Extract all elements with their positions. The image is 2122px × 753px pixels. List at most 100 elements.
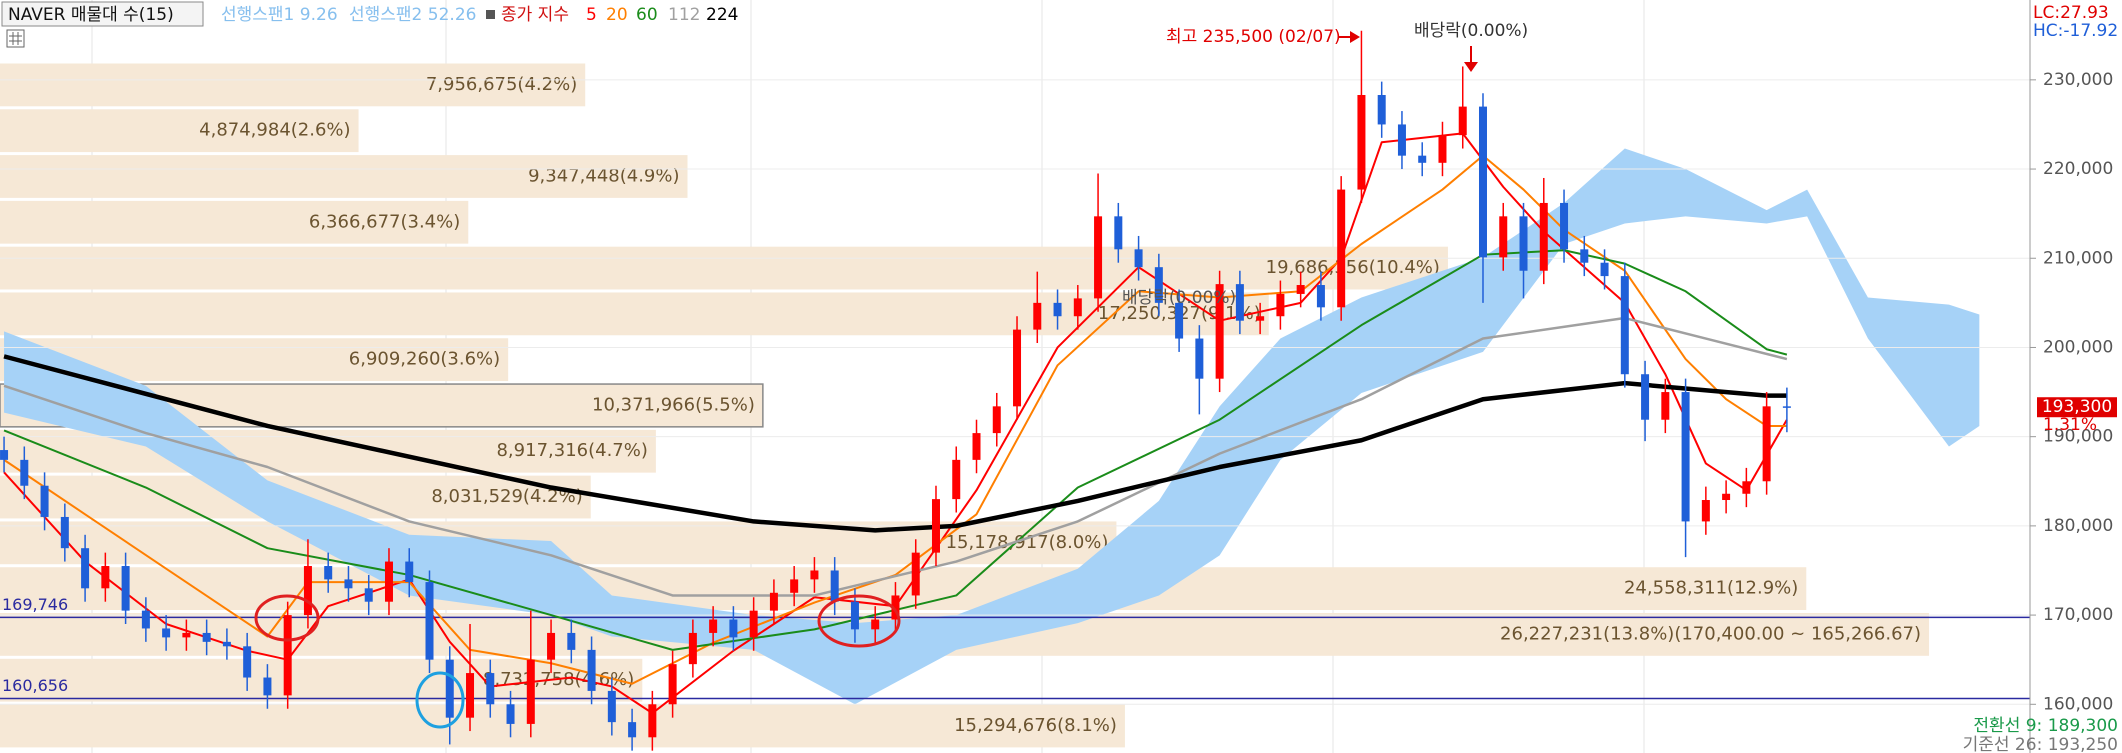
candle-body xyxy=(1499,216,1508,258)
candle-body xyxy=(891,595,900,620)
candle-body xyxy=(1742,481,1751,494)
candle-body xyxy=(1073,298,1082,317)
highlight-ellipse xyxy=(415,671,465,729)
profile-bar xyxy=(0,109,359,153)
candle-body xyxy=(567,632,576,650)
y-tick-label: 180,000 xyxy=(2043,516,2113,536)
profile-bar xyxy=(0,155,688,198)
candle-body xyxy=(405,561,414,583)
annotation-arrow xyxy=(1350,31,1360,43)
legend-item: 224 xyxy=(706,5,738,25)
candle-body xyxy=(587,649,596,691)
candle-body xyxy=(1681,392,1690,522)
candle-body xyxy=(1438,135,1447,163)
candle-body xyxy=(1641,374,1650,420)
profile-label: 24,558,311(12.9%) xyxy=(1624,578,1798,599)
candle-body xyxy=(1397,124,1406,156)
annotation: 배당락(0.00%) xyxy=(1122,288,1236,308)
profile-bar xyxy=(0,658,643,702)
candle-body xyxy=(1276,293,1285,317)
y-tick-label: 230,000 xyxy=(2043,70,2113,90)
candle-body xyxy=(749,610,758,638)
axis-panel xyxy=(2030,0,2122,753)
candle-body xyxy=(769,592,778,611)
candle-body xyxy=(1033,302,1042,330)
profile-label: 9,347,448(4.9%) xyxy=(528,165,679,186)
candle-body xyxy=(628,722,637,738)
annotation: 최고 235,500 (02/07) xyxy=(1166,27,1341,47)
profile-label: 26,227,231(13.8%)(170,400.00 ~ 165,266.6… xyxy=(1500,623,1921,644)
candle-body xyxy=(182,632,191,638)
legend-item: 5 xyxy=(586,5,597,25)
candle-body xyxy=(222,641,231,647)
profile-label: 4,874,984(2.6%) xyxy=(199,120,350,141)
h-lines: 169,746 160,656 xyxy=(0,595,2030,700)
candle-body xyxy=(1175,302,1184,339)
candle-body xyxy=(1701,500,1710,522)
span2-label: 선행스팬2 52.26 xyxy=(349,5,476,25)
candle-body xyxy=(1195,338,1204,379)
candle-body xyxy=(486,673,495,705)
candle-body xyxy=(344,579,353,589)
candle-body xyxy=(40,485,49,517)
profile-label: 15,178,917(8.0%) xyxy=(946,532,1109,553)
candle-body xyxy=(1620,276,1629,375)
last-price-box xyxy=(2037,397,2117,418)
candle-body xyxy=(668,664,677,705)
candle-body xyxy=(445,659,454,718)
candle-body xyxy=(1296,285,1305,294)
candle-body xyxy=(283,615,292,696)
candle-body xyxy=(1357,95,1366,190)
annotation-arrow xyxy=(1464,62,1478,72)
candle-body xyxy=(1053,302,1062,317)
last-price-label: 193,300 xyxy=(2042,397,2112,417)
candle-body xyxy=(303,566,312,616)
candle-body xyxy=(992,406,1001,434)
profile-label: 6,366,677(3.4%) xyxy=(309,211,460,232)
candle-body xyxy=(1094,216,1103,299)
profile-bar xyxy=(0,246,1448,290)
candle-body xyxy=(871,619,880,630)
candle-body xyxy=(425,582,434,660)
candle-body xyxy=(526,659,535,724)
y-tick-label: 170,000 xyxy=(2043,605,2113,625)
candle-body xyxy=(1316,285,1325,308)
profile-label: 6,909,260(3.6%) xyxy=(349,349,500,370)
candle-body xyxy=(1580,249,1589,263)
candle-body xyxy=(1134,249,1143,268)
y-tick-label: 200,000 xyxy=(2043,337,2113,357)
y-tick-label: 210,000 xyxy=(2043,248,2113,268)
candle-body xyxy=(1256,316,1265,321)
candle-body xyxy=(1458,106,1467,136)
candle-body xyxy=(1539,202,1548,271)
candle-body xyxy=(202,632,211,642)
candle-body xyxy=(263,677,272,696)
legend-icon xyxy=(486,10,495,19)
legend-item: 112 xyxy=(668,5,700,25)
table-icon[interactable] xyxy=(6,29,25,48)
table-icon-grid xyxy=(9,32,22,45)
candle-body xyxy=(466,673,475,718)
highlight-ellipse xyxy=(817,594,901,648)
profile-bar xyxy=(0,63,586,107)
span1-label: 선행스팬1 9.26 xyxy=(221,5,338,25)
change-label: 1.31% xyxy=(2043,415,2097,435)
reference-label: 160,656 xyxy=(2,676,68,695)
candle-body xyxy=(972,433,981,460)
candle-body xyxy=(1337,189,1346,308)
annotation: 배당락(0.00%) xyxy=(1414,21,1528,41)
candle-body xyxy=(324,566,333,580)
reference-label: 169,746 xyxy=(2,595,68,614)
candle-body xyxy=(60,516,69,549)
candle-body xyxy=(1154,267,1163,303)
candle-body xyxy=(931,499,940,553)
candle-body xyxy=(547,632,556,660)
candle-body xyxy=(1560,202,1569,250)
profile-label: 15,294,676(8.1%) xyxy=(954,715,1117,736)
legend-item: 60 xyxy=(636,5,658,25)
candle-body xyxy=(141,610,150,629)
h-grid xyxy=(0,79,2030,705)
legend-item: 20 xyxy=(606,5,628,25)
candle-body xyxy=(1762,406,1771,482)
